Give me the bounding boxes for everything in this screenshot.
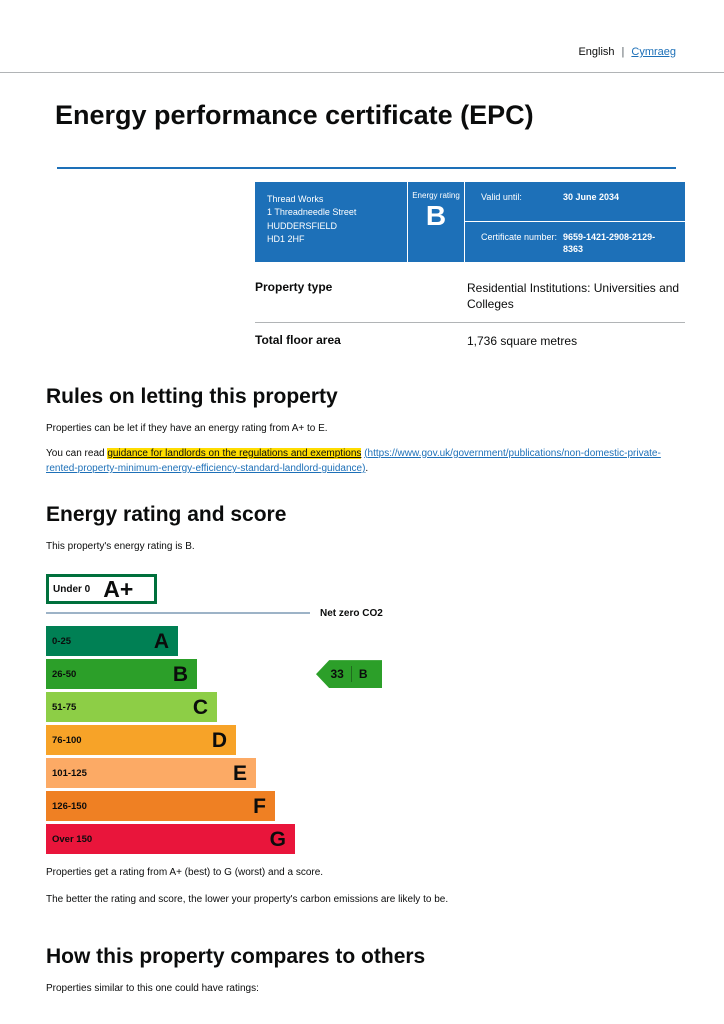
certificate-number-row: Certificate number: 9659-1421-2908-2129-… <box>465 220 685 262</box>
band-bar-b: 26-50 B <box>46 659 197 690</box>
energy-rating-value: B <box>425 199 447 231</box>
band-row-g: Over 150 G <box>46 824 676 855</box>
band-row-c: 51-75 C <box>46 692 676 723</box>
band-bar-g: Over 150 G <box>46 824 295 855</box>
energy-rating-chart: Under 0 A+ Net zero CO2 0-25 A 26-50 B 33 B 51… <box>46 574 676 855</box>
floor-area-value: 1,736 square metres <box>467 334 578 349</box>
band-range: 51-75 <box>52 701 77 713</box>
rules-para-1: Properties can be let if they have an en… <box>46 423 328 435</box>
band-letter: A+ <box>103 575 134 602</box>
band-row-b: 26-50 B 33 B <box>46 659 676 690</box>
rating-intro: This property's energy rating is B. <box>46 540 195 552</box>
band-bar-a: 0-25 A <box>46 626 178 657</box>
summary-top-rule <box>57 166 676 169</box>
summary-grid: Thread Works 1 Threadneedle Street HUDDE… <box>57 169 685 359</box>
net-zero-line <box>46 612 310 615</box>
band-letter: D <box>211 728 227 752</box>
language-link-cymraeg[interactable]: Cymraeg <box>631 46 676 58</box>
epc-bands: 0-25 A 26-50 B 33 B 51-75 C 76-100 D 101-125 E 126-1… <box>46 626 676 855</box>
certificate-summary: Thread Works 1 Threadneedle Street HUDDE… <box>46 166 685 359</box>
language-separator: | <box>621 46 625 58</box>
page-title: Energy performance certificate (EPC) <box>55 100 534 130</box>
band-row-a: 0-25 A <box>46 626 676 657</box>
rating-footnote-1: Properties get a rating from A+ (best) t… <box>46 867 324 879</box>
band-range: 101-125 <box>52 767 87 779</box>
rating-heading: Energy rating and score <box>46 502 287 526</box>
current-rating-score: 33 <box>330 667 344 682</box>
band-letter: E <box>232 761 247 785</box>
address-line: Thread Works <box>267 193 324 204</box>
address-line: HD1 2HF <box>267 234 305 245</box>
energy-rating-cell: Energy rating B <box>407 181 465 262</box>
page-header: English | Cymraeg <box>0 0 724 73</box>
current-rating-arrow: 33 B <box>316 660 382 689</box>
property-type-value: Residential Institutions: Universities a… <box>467 280 680 312</box>
rating-footnote-2: The better the rating and score, the low… <box>46 893 449 905</box>
compare-section: How this property compares to others Pro… <box>46 945 676 997</box>
certificate-number-label: Certificate number: <box>481 231 558 242</box>
band-row-f: 126-150 F <box>46 791 676 822</box>
validity-cell: Valid until: 30 June 2034 Certificate nu… <box>465 182 685 262</box>
band-letter: B <box>172 662 188 686</box>
certificate-banner: Thread Works 1 Threadneedle Street HUDDE… <box>255 181 685 262</box>
compare-intro: Properties similar to this one could hav… <box>46 983 259 995</box>
band-range: 126-150 <box>52 800 87 812</box>
band-letter: C <box>192 695 208 719</box>
arrow-divider <box>350 666 352 683</box>
band-bar-d: 76-100 D <box>46 725 236 756</box>
floor-area-row: Total floor area 1,736 square metres <box>255 322 685 359</box>
band-bar-e: 101-125 E <box>46 758 256 789</box>
property-address: Thread Works 1 Threadneedle Street HUDDE… <box>255 182 407 262</box>
address-line: 1 Threadneedle Street <box>267 207 357 218</box>
property-type-label: Property type <box>255 279 333 294</box>
band-bar-c: 51-75 C <box>46 692 217 723</box>
band-bar-f: 126-150 F <box>46 791 275 822</box>
band-letter: A <box>153 629 169 653</box>
property-type-row: Property type Residential Institutions: … <box>255 270 685 323</box>
valid-until-value: 30 June 2034 <box>563 191 620 202</box>
rules-para-2-prefix: You can read <box>46 447 108 459</box>
band-letter: F <box>253 794 266 818</box>
landlord-guidance-url[interactable]: (https://www.gov.uk/government/publicati… <box>46 447 661 475</box>
summary-spacer <box>57 169 255 359</box>
net-zero-label: Net zero CO2 <box>320 607 383 619</box>
band-a-plus: Under 0 A+ <box>46 574 157 605</box>
valid-until-label: Valid until: <box>481 191 522 202</box>
valid-until-row: Valid until: 30 June 2034 <box>465 182 685 221</box>
net-zero-marker: Net zero CO2 <box>46 607 676 619</box>
rules-para-2-suffix: . <box>365 463 369 475</box>
rules-heading: Rules on letting this property <box>46 385 338 409</box>
band-range: Over 150 <box>52 833 93 845</box>
address-line: HUDDERSFIELD <box>267 220 338 231</box>
band-range: 26-50 <box>52 668 77 680</box>
rating-section: Energy rating and score This property's … <box>46 503 676 908</box>
summary-right: Thread Works 1 Threadneedle Street HUDDE… <box>255 169 685 359</box>
rules-section: Rules on letting this property Propertie… <box>46 385 676 477</box>
rules-para-2: You can read guidance for landlords on t… <box>46 446 676 477</box>
band-row-d: 76-100 D <box>46 725 676 756</box>
energy-rating-label: Energy rating <box>412 190 460 200</box>
compare-heading: How this property compares to others <box>46 945 426 969</box>
band-range: 76-100 <box>52 734 82 746</box>
main-content: Energy performance certificate (EPC) Thr… <box>0 100 724 997</box>
band-row-e: 101-125 E <box>46 758 676 789</box>
certificate-number-value: 9659-1421-2908-2129-8363 <box>563 231 656 255</box>
language-current: English <box>578 46 615 58</box>
band-range: Under 0 <box>53 583 91 595</box>
floor-area-label: Total floor area <box>255 333 341 348</box>
band-letter: G <box>269 827 286 851</box>
landlord-guidance-link[interactable]: guidance for landlords on the regulation… <box>107 447 362 459</box>
band-range: 0-25 <box>52 635 72 647</box>
current-rating-letter: B <box>358 667 368 682</box>
